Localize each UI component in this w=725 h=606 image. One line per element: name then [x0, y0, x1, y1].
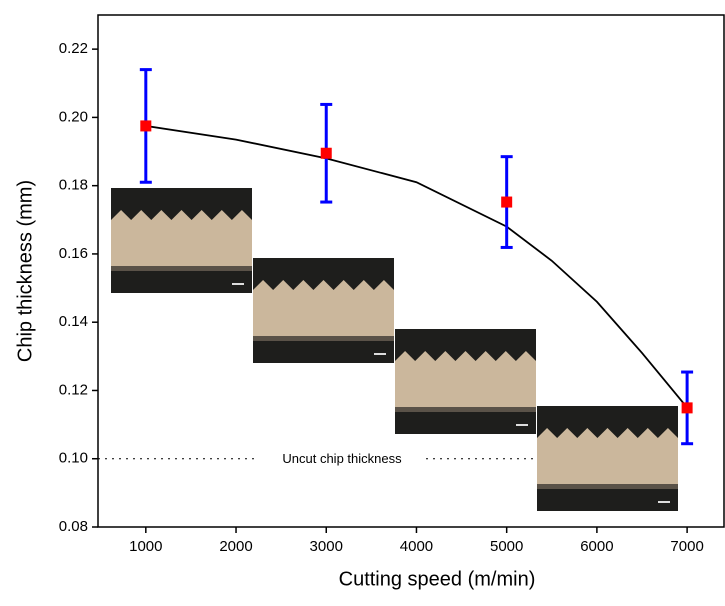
y-tick-label: 0.20 [59, 108, 88, 125]
x-tick-label: 5000 [490, 538, 523, 555]
micrograph-scale [232, 283, 244, 285]
micrograph-scale [658, 501, 670, 503]
micrograph-band [253, 336, 394, 341]
x-axis-label: Cutting speed (m/min) [339, 568, 536, 590]
y-tick-label: 0.16 [59, 245, 88, 262]
x-tick-label: 1000 [129, 538, 162, 555]
x-tick-label: 2000 [219, 538, 252, 555]
y-tick-label: 0.10 [59, 450, 88, 467]
micrograph-band [395, 407, 536, 412]
data-point [501, 196, 513, 208]
micrograph-band [537, 484, 678, 489]
plot-frame [97, 14, 725, 528]
x-tick-label: 4000 [400, 538, 433, 555]
micrograph-band [111, 266, 252, 271]
x-tick-label: 7000 [670, 538, 703, 555]
x-tick-label: 6000 [580, 538, 613, 555]
micrograph-scale [516, 424, 528, 426]
y-tick-label: 0.08 [59, 518, 88, 535]
y-tick-label: 0.12 [59, 381, 88, 398]
data-point [320, 147, 332, 159]
data-point [681, 402, 693, 414]
reference-label: Uncut chip thickness [282, 451, 402, 466]
y-tick-label: 0.18 [59, 177, 88, 194]
y-axis-label: Chip thickness (mm) [14, 180, 36, 362]
data-point [140, 120, 152, 132]
micrograph-chip [537, 428, 678, 484]
micrograph-chip [253, 280, 394, 336]
micrograph-chip [111, 210, 252, 266]
micrograph-scale [374, 353, 386, 355]
y-tick-label: 0.14 [59, 313, 88, 330]
micrograph-chip [395, 351, 536, 407]
x-tick-label: 3000 [310, 538, 343, 555]
y-tick-label: 0.22 [59, 40, 88, 57]
